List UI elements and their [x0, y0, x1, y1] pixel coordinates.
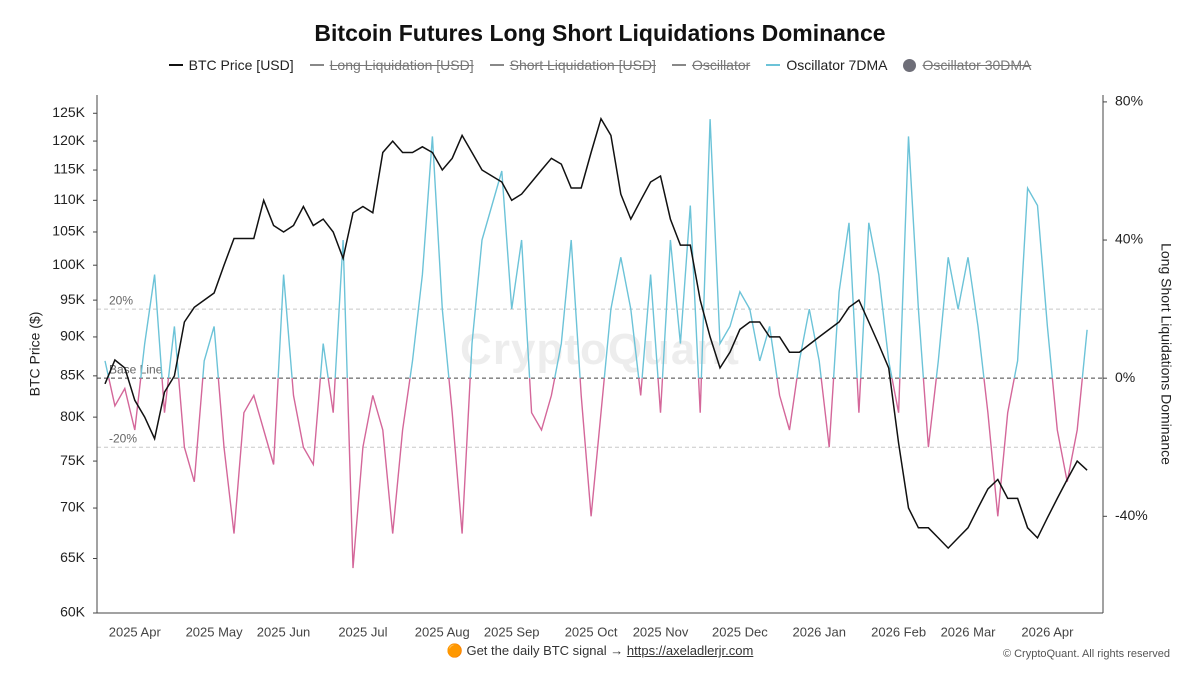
legend-item[interactable]: Oscillator 30DMA	[903, 57, 1031, 73]
reference-label: 20%	[109, 293, 133, 307]
y2-tick-label: 80%	[1115, 93, 1143, 109]
x-tick-label: 2026 Jan	[792, 624, 846, 639]
y2-tick-label: 40%	[1115, 231, 1143, 247]
legend-label: BTC Price [USD]	[188, 57, 294, 73]
watermark: CryptoQuant	[460, 325, 740, 374]
legend-item[interactable]: Short Liquidation [USD]	[489, 57, 656, 73]
x-tick-label: 2025 Oct	[565, 624, 618, 639]
legend-marker	[671, 64, 686, 66]
y-tick-label: 100K	[52, 256, 85, 272]
y-tick-label: 75K	[60, 452, 86, 468]
price-line	[104, 116, 1088, 550]
y-tick-label: 80K	[60, 408, 86, 424]
copyright: © CryptoQuant. All rights reserved	[1002, 648, 1170, 660]
legend-label: Long Liquidation [USD]	[329, 57, 474, 73]
y-tick-label: 85K	[60, 367, 86, 383]
x-tick-label: 2026 Apr	[1021, 624, 1074, 639]
x-tick-label: 2025 Nov	[633, 624, 689, 639]
footer-text: Get the daily BTC signal →	[466, 643, 624, 658]
footer-link[interactable]: https://axeladlerjr.com	[626, 643, 754, 658]
footer: 🟠 Get the daily BTC signal → https://axe…	[446, 643, 754, 658]
oscillator-line-negative	[108, 378, 1084, 569]
x-tick-label: 2025 Dec	[712, 624, 768, 639]
x-tick-label: 2025 Jun	[257, 624, 311, 639]
legend-item[interactable]: BTC Price [USD]	[168, 57, 294, 73]
y-tick-label: 115K	[53, 161, 85, 177]
legend-item[interactable]: Oscillator	[671, 57, 751, 73]
reference-label: -20%	[109, 431, 137, 445]
legend-label: Oscillator	[691, 57, 751, 73]
y-tick-label: 120K	[52, 132, 85, 148]
chart-title: Bitcoin Futures Long Short Liquidations …	[314, 20, 886, 46]
x-tick-label: 2025 Sep	[484, 624, 540, 639]
x-tick-label: 2025 Jul	[338, 624, 387, 639]
legend-item[interactable]: Long Liquidation [USD]	[309, 57, 474, 73]
legend-item[interactable]: Oscillator 7DMA	[766, 57, 887, 73]
y-tick-label: 65K	[60, 549, 86, 565]
y2-axis-title: Long Short Liquidations Dominance	[1158, 243, 1174, 465]
y-tick-label: 125K	[52, 104, 85, 120]
y-tick-label: 60K	[60, 604, 86, 620]
x-tick-label: 2025 Aug	[415, 624, 470, 639]
y-axis-title: BTC Price ($)	[27, 312, 43, 397]
y2-tick-label: -40%	[1115, 507, 1148, 523]
legend-label: Oscillator 30DMA	[922, 57, 1032, 73]
y2-tick-label: 0%	[1115, 369, 1135, 385]
x-tick-label: 2025 Apr	[109, 624, 162, 639]
legend: BTC Price [USD] Long Liquidation [USD] Sho…	[0, 57, 1200, 73]
legend-label: Short Liquidation [USD]	[509, 57, 656, 73]
y-tick-label: 70K	[60, 499, 86, 515]
y-tick-label: 95K	[60, 291, 86, 307]
legend-marker	[168, 64, 183, 66]
x-tick-label: 2026 Mar	[941, 624, 997, 639]
x-tick-label: 2025 May	[186, 624, 244, 639]
y-tick-label: 105K	[52, 223, 85, 239]
y-tick-label: 110K	[53, 191, 85, 207]
reference-label: Base Line	[109, 362, 163, 376]
oscillator-line-positive	[104, 119, 1088, 379]
legend-label: Oscillator 7DMA	[786, 57, 888, 73]
legend-marker	[903, 58, 917, 72]
x-tick-label: 2026 Feb	[871, 624, 926, 639]
legend-marker	[489, 64, 504, 66]
legend-marker	[766, 64, 781, 66]
y-tick-label: 90K	[60, 328, 86, 344]
legend-marker	[309, 64, 324, 66]
